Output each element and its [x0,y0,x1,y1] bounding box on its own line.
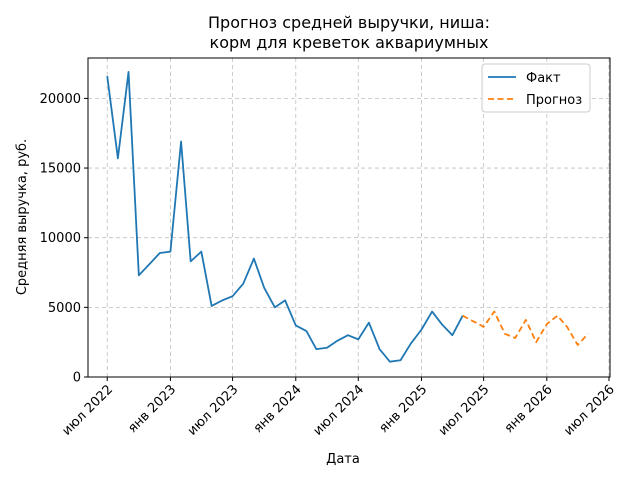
series-line-actual [106,71,464,363]
y-tick-label: 0 [73,371,81,386]
y-tick-label: 15000 [40,162,81,177]
x-tick-label: июл 2025 [436,382,493,439]
chart-title: Прогноз средней выручки, ниша:корм для к… [208,13,490,52]
y-axis-ticks: 0 5000 10000 15000 20000 [40,92,88,386]
chart-title-line: Прогноз средней выручки, ниша: [208,13,490,32]
x-axis-label: Дата [326,452,360,467]
legend-label: Факт [526,71,561,86]
series-lines [106,71,589,363]
x-tick-label: янв 2025 [376,382,430,436]
y-axis-label: Средняя выручка, руб. [15,139,30,295]
x-tick-label: июл 2022 [60,382,117,439]
x-tick-label: янв 2024 [251,382,305,436]
legend: Факт Прогноз [481,63,591,113]
chart-title-line: корм для креветок аквариумных [210,33,489,52]
x-tick-label: июл 2024 [311,382,368,439]
legend-label: Прогноз [526,93,582,108]
x-tick-label: июл 2023 [185,382,242,439]
legend-box [481,63,591,113]
plot-frame [87,57,611,378]
y-tick-label: 20000 [40,92,81,107]
y-tick-label: 10000 [40,231,81,246]
x-tick-label: янв 2026 [502,382,556,436]
series-line-forecast [462,310,589,346]
x-tick-label: янв 2023 [125,382,179,436]
y-tick-label: 5000 [48,301,81,316]
x-tick-label: июл 2026 [561,382,618,439]
x-axis-ticks: июл 2022 янв 2023 июл 2023 янв 2024 июл 2024… [60,377,618,439]
